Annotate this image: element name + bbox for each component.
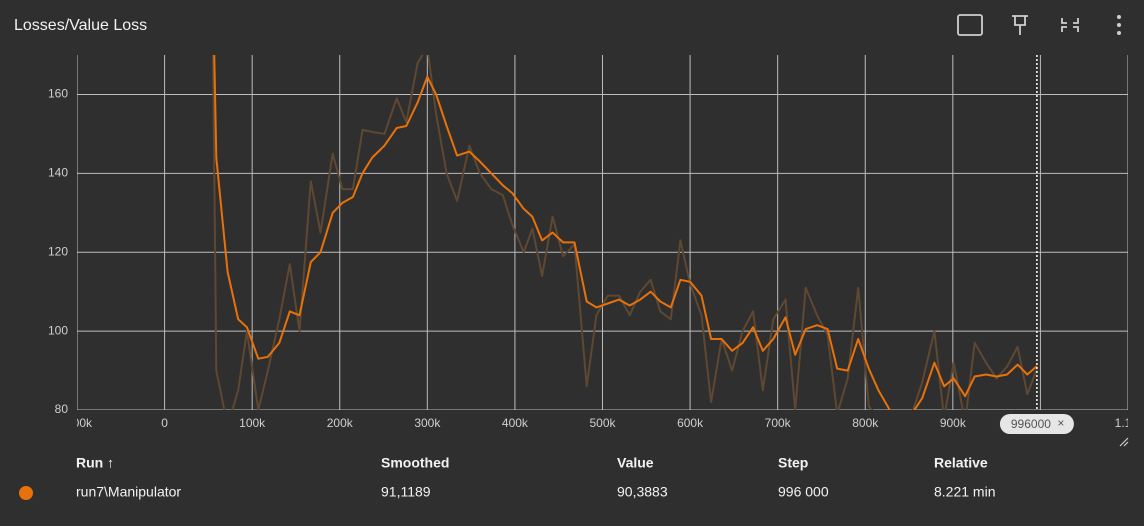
x-tick-label: 300k [414,416,441,430]
x-tick-label: 900k [940,416,967,430]
table-cell: run7\Manipulator [76,484,181,500]
hover-close: × [1057,416,1064,430]
column-header: Smoothed [381,455,449,471]
more-button[interactable] [1117,15,1121,35]
y-tick-label: 80 [55,402,69,416]
column-header: Run ↑ [76,455,114,471]
resize-handle[interactable] [1119,437,1129,447]
table-cell: 91,1189 [381,484,431,500]
x-tick-label: 800k [852,416,879,430]
hover-chip [999,414,1074,434]
collapse-button[interactable] [1061,18,1079,32]
table-cell: 90,3883 [617,484,668,500]
table-cell: 8.221 min [934,484,995,500]
x-tick-label: 600k [677,416,704,430]
x-tick-label: 500k [589,416,616,430]
column-header: Value [617,455,654,471]
x-tick-label: 0 [161,416,168,430]
toolbar [957,14,1121,36]
y-tick-label: 160 [48,87,68,101]
run-color-dot [19,486,33,500]
pin-button[interactable] [1012,15,1028,35]
column-header: Step [778,455,808,471]
x-tick-label: 400k [502,416,529,430]
y-tick-label: 100 [48,323,68,337]
table-cell: 996 000 [778,484,829,500]
x-tick-label: -100k [62,416,93,430]
card-title: Losses/Value Loss [14,17,147,34]
series-line [213,55,1038,410]
x-tick-label: 100k [239,416,266,430]
x-tick-label: 1.1M [1115,416,1142,430]
hover-step-label: 996000 [1011,417,1051,431]
series-line [212,55,1038,410]
x-tick-label: 200k [327,416,354,430]
x-tick-label: 700k [765,416,792,430]
y-tick-label: 140 [48,166,68,180]
fit-domain-button[interactable] [957,14,983,36]
column-header: Relative [934,455,988,471]
y-tick-label: 120 [48,244,68,258]
